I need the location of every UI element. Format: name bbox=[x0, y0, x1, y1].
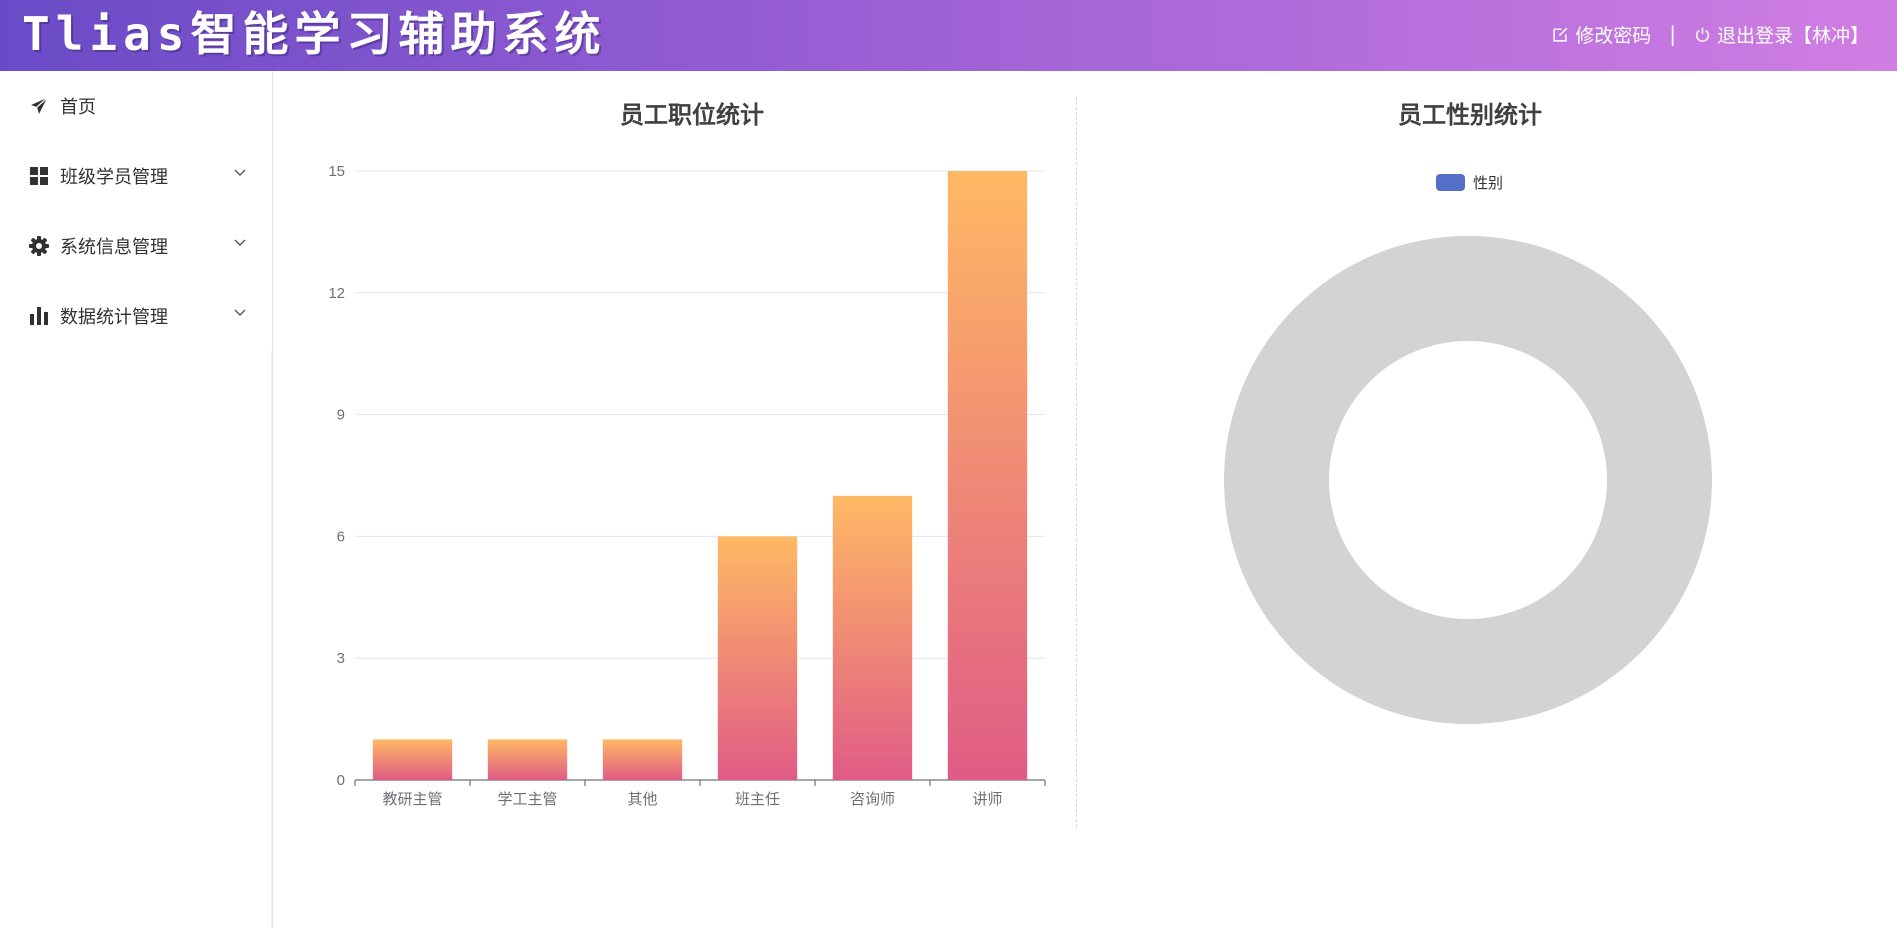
change-password-label: 修改密码 bbox=[1575, 24, 1652, 47]
pie-legend[interactable]: 性别 bbox=[1436, 172, 1503, 193]
x-tick-label: 其他 bbox=[627, 790, 657, 808]
sidebar: 首页 班级学员管理 系统信息管理 数据统 bbox=[0, 71, 273, 928]
sidebar-item-label: 系统信息管理 bbox=[60, 237, 168, 258]
legend-label: 性别 bbox=[1473, 174, 1504, 192]
x-tick-label: 教研主管 bbox=[382, 790, 442, 808]
y-tick-label: 3 bbox=[337, 650, 345, 667]
bar-教研主管[interactable] bbox=[372, 739, 453, 780]
sidebar-item-system-info[interactable]: 系统信息管理 bbox=[0, 211, 272, 281]
position-bar-chart: 0 3 6 9 12 15 教研主管 学工主管 其他 班主任 咨询师 讲师 bbox=[328, 163, 1046, 808]
panel-divider bbox=[1076, 97, 1077, 827]
sidebar-item-label: 班级学员管理 bbox=[60, 167, 168, 188]
x-tick-label: 讲师 bbox=[972, 790, 1002, 808]
grid-icon bbox=[28, 165, 50, 187]
x-tick-label: 咨询师 bbox=[850, 790, 895, 808]
app-header: Tlias智能学习辅助系统 修改密码 | 退出登录【林冲】 bbox=[0, 0, 1897, 71]
bar-讲师[interactable] bbox=[947, 171, 1028, 780]
sidebar-item-data-stats[interactable]: 数据统计管理 bbox=[0, 281, 272, 351]
legend-swatch bbox=[1436, 174, 1465, 191]
donut-empty-ring bbox=[1224, 235, 1712, 725]
y-tick-label: 0 bbox=[337, 772, 345, 789]
x-tick-label: 班主任 bbox=[735, 790, 780, 808]
gear-icon bbox=[28, 235, 50, 257]
header-separator: | bbox=[1669, 22, 1676, 46]
sidebar-item-label: 首页 bbox=[60, 97, 96, 118]
y-tick-label: 15 bbox=[328, 163, 345, 180]
bar-chart-icon bbox=[28, 305, 50, 327]
sidebar-item-home[interactable]: 首页 bbox=[0, 71, 272, 141]
chevron-down-icon bbox=[234, 239, 246, 246]
sidebar-item-class-students[interactable]: 班级学员管理 bbox=[0, 141, 272, 211]
app-title: Tlias智能学习辅助系统 bbox=[22, 7, 607, 61]
header-actions: 修改密码 | 退出登录【林冲】 bbox=[1552, 18, 1869, 50]
y-tick-label: 9 bbox=[337, 407, 345, 424]
bar-chart-title: 员工职位统计 bbox=[620, 101, 764, 129]
logout-label: 退出登录【林冲】 bbox=[1716, 24, 1869, 47]
logout-link[interactable]: 退出登录【林冲】 bbox=[1694, 21, 1869, 48]
y-tick-label: 12 bbox=[328, 285, 345, 302]
gender-donut-chart bbox=[1224, 235, 1712, 725]
bar-其他[interactable] bbox=[602, 739, 683, 780]
power-icon bbox=[1695, 27, 1710, 42]
change-password-link[interactable]: 修改密码 bbox=[1552, 21, 1651, 48]
pie-chart-title: 员工性别统计 bbox=[1398, 101, 1542, 129]
edit-icon bbox=[1553, 27, 1568, 42]
bar-学工主管[interactable] bbox=[487, 739, 568, 780]
bar-咨询师[interactable] bbox=[832, 495, 913, 780]
x-tick-label: 学工主管 bbox=[497, 790, 557, 808]
paper-plane-icon bbox=[28, 95, 50, 117]
y-tick-label: 6 bbox=[337, 528, 345, 545]
chevron-down-icon bbox=[234, 169, 246, 176]
bar-班主任[interactable] bbox=[717, 536, 798, 780]
chevron-down-icon bbox=[234, 309, 246, 316]
sidebar-item-label: 数据统计管理 bbox=[60, 307, 168, 328]
